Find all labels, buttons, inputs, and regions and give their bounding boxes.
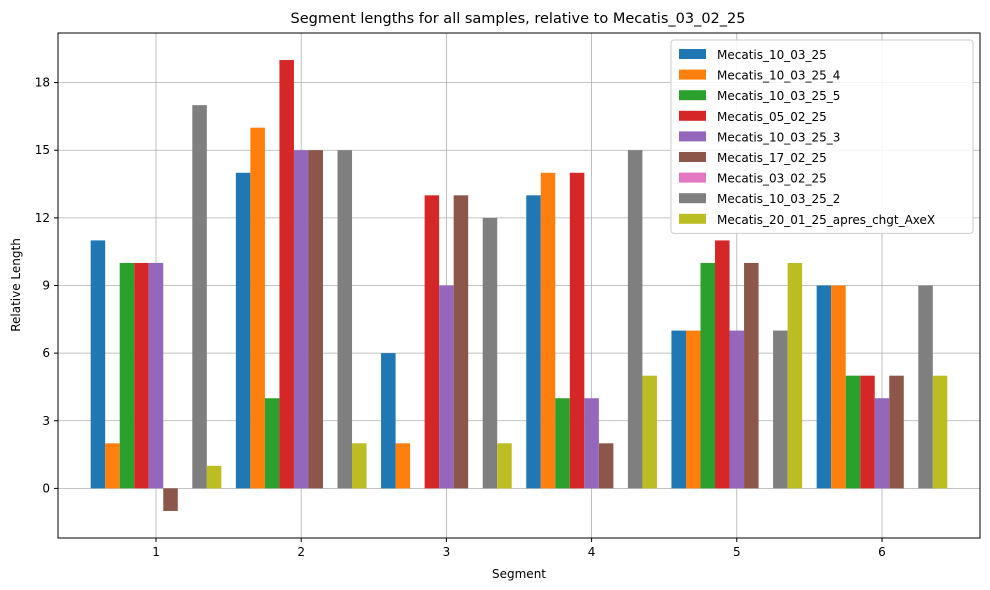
bar	[860, 375, 875, 489]
legend-box	[670, 39, 974, 234]
bar	[453, 195, 469, 489]
bar	[845, 375, 861, 489]
bar	[671, 330, 686, 489]
bar	[627, 150, 643, 489]
bar	[105, 443, 120, 489]
bar	[569, 172, 585, 489]
bar	[715, 240, 730, 489]
chart-title: Segment lengths for all samples, relativ…	[291, 11, 746, 27]
bar	[148, 262, 164, 489]
bar	[395, 443, 411, 489]
bar	[163, 488, 178, 511]
y-tick-label: 12	[35, 211, 50, 225]
bar	[932, 375, 948, 489]
bar	[482, 217, 498, 489]
bar	[773, 330, 788, 489]
bar	[264, 398, 280, 489]
legend-label: Mecatis_03_02_25	[717, 172, 827, 186]
bar	[279, 60, 294, 489]
bar	[526, 195, 541, 489]
bar	[206, 465, 222, 489]
bar	[744, 262, 759, 489]
legend: Mecatis_10_03_25 Mecatis_10_03_25_4 Mecati…	[670, 39, 974, 234]
bar	[424, 195, 440, 489]
x-tick-label: 4	[588, 545, 596, 559]
legend-swatch	[679, 213, 706, 224]
bar	[584, 398, 599, 489]
bar	[90, 240, 106, 489]
bar	[729, 330, 745, 489]
y-tick-label: 18	[35, 76, 50, 90]
legend-label: Mecatis_10_03_25	[717, 48, 827, 62]
bar	[642, 375, 657, 489]
bar	[598, 443, 614, 489]
y-tick-label: 6	[42, 346, 50, 360]
bar	[337, 150, 353, 489]
x-tick-label: 2	[297, 545, 305, 559]
legend-swatch	[679, 110, 706, 121]
x-tick-label: 3	[443, 545, 451, 559]
x-axis-ticks: 1 2 3 4 5 6	[152, 538, 886, 559]
bar	[308, 150, 323, 489]
bars	[90, 60, 948, 511]
legend-swatch	[679, 172, 706, 183]
bar	[874, 398, 890, 489]
x-tick-label: 5	[733, 545, 741, 559]
bar	[134, 262, 149, 489]
bar	[555, 398, 570, 489]
bar	[497, 443, 512, 489]
y-axis-label: Relative Length	[9, 238, 23, 332]
legend-label: Mecatis_10_03_25_3	[717, 130, 840, 144]
bar	[889, 375, 904, 489]
bar	[250, 127, 265, 489]
bar	[918, 285, 933, 489]
legend-label: Mecatis_10_03_25_4	[717, 69, 840, 83]
bar	[235, 172, 251, 489]
legend-swatch	[679, 69, 706, 80]
bar	[540, 172, 556, 489]
y-tick-label: 9	[42, 279, 50, 293]
x-axis-label: Segment	[492, 567, 546, 581]
bar	[685, 330, 701, 489]
x-tick-label: 1	[152, 545, 160, 559]
legend-label: Mecatis_17_02_25	[717, 151, 827, 165]
y-axis-ticks: 0 3 6 9 12 15 18	[35, 76, 58, 495]
bar	[381, 353, 396, 489]
bar	[787, 262, 803, 489]
y-tick-label: 0	[42, 481, 50, 495]
bar	[192, 105, 207, 489]
bar	[352, 443, 367, 489]
legend-label: Mecatis_05_02_25	[717, 110, 827, 124]
bar	[816, 285, 832, 489]
x-tick-label: 6	[878, 545, 886, 559]
legend-swatch	[679, 193, 706, 204]
legend-label: Mecatis_10_03_25_5	[717, 89, 840, 103]
legend-swatch	[679, 152, 706, 162]
bar	[293, 150, 309, 489]
bar	[831, 285, 846, 489]
bar	[700, 262, 716, 489]
legend-swatch	[679, 131, 706, 142]
legend-label: Mecatis_20_01_25_apres_chgt_AxeX	[717, 213, 935, 227]
y-tick-label: 3	[42, 414, 50, 428]
legend-swatch	[679, 49, 706, 59]
legend-swatch	[679, 90, 706, 101]
legend-label: Mecatis_10_03_25_2	[717, 192, 840, 206]
bar	[439, 285, 454, 489]
y-tick-label: 15	[35, 143, 50, 157]
bar	[119, 262, 135, 489]
